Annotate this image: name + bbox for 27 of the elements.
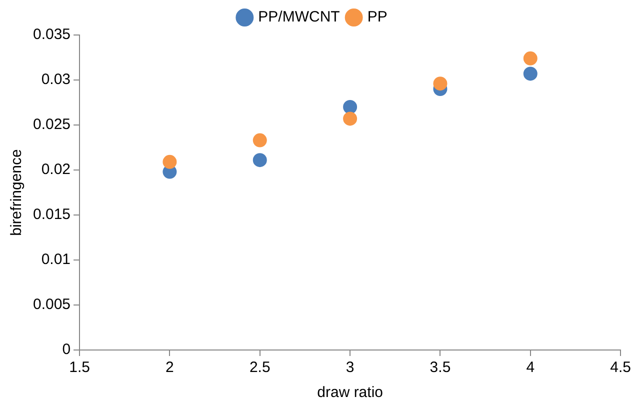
- y-tick-label: 0.02: [41, 161, 71, 178]
- y-tick-label: 0.025: [32, 116, 71, 134]
- x-tick-label: 2: [166, 359, 174, 376]
- y-tick-label: 0.005: [32, 296, 71, 314]
- x-tick-label: 1.5: [69, 359, 90, 376]
- y-tick-label: 0: [62, 341, 71, 358]
- legend-label: PP/MWCNT: [258, 8, 340, 26]
- x-tick-label: 3.5: [430, 359, 451, 376]
- x-tick-label: 3: [346, 359, 354, 376]
- x-tick-label: 4: [526, 359, 535, 376]
- point: [162, 154, 177, 169]
- y-tick-label: 0.035: [32, 26, 71, 44]
- y-axis-title: birefringence: [8, 149, 26, 236]
- point: [523, 66, 538, 81]
- point: [343, 112, 358, 126]
- legend-label: PP: [367, 8, 388, 26]
- point: [523, 51, 538, 66]
- y-tick-label: 0.015: [32, 206, 71, 224]
- x-tick-label: 4.5: [610, 359, 632, 376]
- point: [252, 133, 267, 148]
- y-tick-label: 0.03: [41, 71, 71, 88]
- point: [252, 153, 267, 168]
- x-axis-title: draw ratio: [317, 384, 383, 402]
- point: [343, 100, 358, 114]
- x-tick-label: 2.5: [249, 359, 270, 376]
- y-tick-label: 0.01: [41, 251, 71, 268]
- point: [433, 76, 448, 91]
